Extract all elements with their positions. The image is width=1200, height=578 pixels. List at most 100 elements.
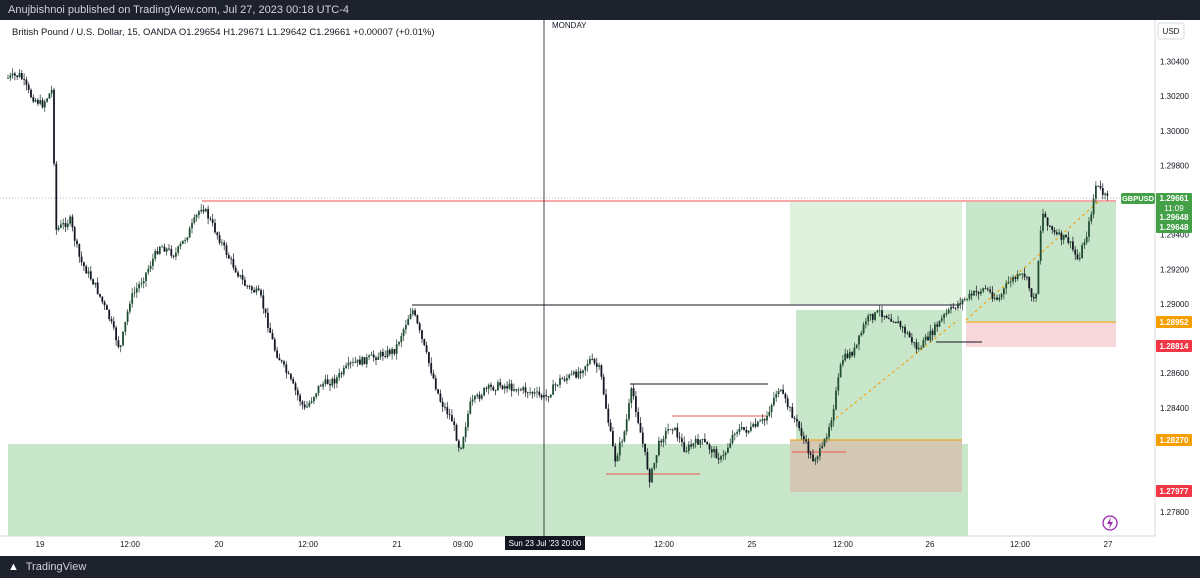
candle-body (181, 240, 184, 244)
candle-body (48, 93, 51, 99)
x-tick-label: 09:00 (453, 540, 474, 549)
candle-body (115, 327, 117, 341)
candle-body (41, 100, 44, 108)
candle-body (37, 100, 39, 104)
candle-body (775, 394, 778, 398)
position-stop-zone-2[interactable] (966, 322, 1116, 347)
candle-body (704, 439, 706, 443)
candle-body (368, 355, 370, 358)
candle-body (1012, 277, 1014, 282)
candle-body (853, 347, 856, 356)
candle-body (11, 73, 14, 76)
candle-body (1058, 232, 1060, 235)
candle-body (290, 373, 292, 379)
candle-body (462, 437, 465, 449)
candle-body (50, 89, 53, 94)
candle-body (961, 299, 964, 305)
position-stop-zone-1[interactable] (790, 440, 962, 492)
candle-body (322, 383, 324, 387)
candle-body (262, 295, 265, 309)
stop2-price-label: 1.27977 (1160, 487, 1189, 496)
candle-body (287, 372, 290, 374)
tradingview-logo-icon[interactable]: ▲ (8, 561, 19, 573)
candle-body (411, 310, 414, 315)
candle-body (717, 458, 720, 460)
candle-body (168, 248, 170, 250)
candle-body (232, 258, 235, 268)
candle-body (1028, 276, 1031, 289)
candle-body (342, 367, 345, 375)
candle-body (545, 394, 548, 397)
candle-body (623, 431, 626, 442)
candle-body (209, 218, 212, 220)
candle-body (230, 258, 232, 260)
candle-body (474, 396, 476, 400)
candle-body (55, 163, 58, 230)
candle-body (451, 415, 453, 422)
candle-body (991, 291, 994, 299)
candle-body (745, 429, 748, 433)
candle-body (676, 427, 679, 438)
candle-body (710, 449, 713, 453)
price-chart[interactable]: MONDAY British Pound / U.S. Dollar, 15, … (0, 20, 1200, 556)
candle-body (1037, 260, 1040, 294)
candle-body (460, 447, 462, 449)
candle-body (786, 398, 789, 408)
candle-body (163, 246, 166, 252)
lightning-icon[interactable] (1102, 515, 1118, 531)
candle-body (490, 384, 492, 387)
candle-body (110, 319, 113, 322)
countdown-label: 11:09 (1164, 204, 1184, 213)
candle-body (920, 347, 922, 349)
candle-body (170, 248, 173, 256)
candle-body (750, 426, 752, 431)
stop2-price-bg (1156, 485, 1192, 497)
candle-body (1005, 283, 1008, 289)
candle-body (1042, 213, 1044, 231)
candle-body (255, 288, 258, 293)
candle-body (637, 411, 640, 424)
y-tick-label: 1.30000 (1160, 127, 1189, 136)
candle-body (839, 364, 842, 378)
candle-body (92, 279, 94, 285)
candle-body (888, 318, 890, 319)
candle-body (117, 340, 120, 347)
footer-brand[interactable]: TradingView (25, 561, 87, 573)
price-axis[interactable] (1155, 20, 1200, 556)
candle-body (39, 100, 42, 104)
candle-body (317, 385, 320, 394)
candle-body (1014, 277, 1017, 279)
candle-body (191, 222, 193, 229)
candle-body (639, 423, 642, 433)
candle-body (722, 455, 725, 457)
bid-label: 1.29648 (1160, 213, 1189, 222)
x-tick-label: 12:00 (298, 540, 319, 549)
last-price-label: 1.29661 (1160, 194, 1189, 203)
candle-body (980, 291, 982, 294)
entry-price-label: 1.28270 (1160, 436, 1189, 445)
candle-body (1053, 229, 1056, 233)
target-price-label: 1.28952 (1160, 318, 1189, 327)
candle-body (257, 288, 260, 291)
candle-body (179, 243, 182, 247)
candle-body (1065, 234, 1067, 238)
position-target-zone-1-light[interactable] (790, 202, 962, 304)
candle-body (494, 390, 497, 392)
candle-body (862, 324, 865, 333)
candle-body (701, 439, 704, 440)
currency-box[interactable] (1157, 22, 1185, 40)
candle-body (283, 361, 285, 365)
candle-body (609, 422, 612, 432)
candle-body (789, 407, 791, 408)
candle-body (885, 315, 888, 319)
candle-body (1009, 281, 1012, 283)
candle-body (499, 382, 502, 386)
candle-body (549, 394, 552, 398)
candle-body (667, 429, 669, 431)
candle-body (89, 271, 92, 280)
candle-body (250, 286, 253, 291)
candles[interactable] (7, 68, 1109, 488)
candle-body (729, 443, 732, 448)
candle-body (566, 378, 568, 381)
candle-body (487, 384, 490, 389)
